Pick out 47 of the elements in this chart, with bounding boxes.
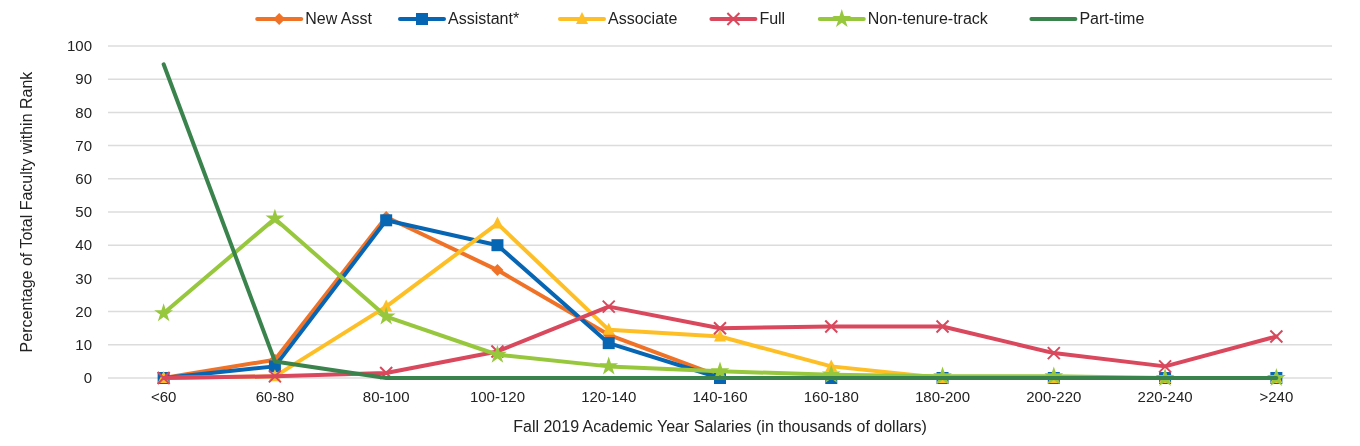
y-tick-label: 30 bbox=[75, 269, 92, 287]
x-tick-label: 120-140 bbox=[581, 388, 637, 405]
point bbox=[824, 319, 839, 334]
y-tick-label: 100 bbox=[66, 37, 92, 55]
point bbox=[599, 356, 619, 375]
legend-label: Non-tenure-track bbox=[867, 10, 989, 27]
x-tick-label: 140-160 bbox=[692, 388, 748, 405]
point bbox=[602, 322, 615, 335]
point bbox=[380, 214, 393, 227]
point bbox=[265, 208, 285, 227]
point bbox=[602, 337, 615, 350]
y-tick-label: 40 bbox=[75, 236, 92, 254]
y-tick-label: 10 bbox=[75, 336, 92, 354]
point bbox=[1269, 329, 1284, 344]
point bbox=[713, 321, 727, 336]
x-axis-title: Fall 2019 Academic Year Salaries (in thousands of dollars) bbox=[513, 418, 927, 435]
x-tick-label: <60 bbox=[150, 388, 177, 405]
y-tick-label: 0 bbox=[83, 369, 92, 387]
point bbox=[935, 319, 950, 334]
point bbox=[1046, 346, 1061, 361]
point bbox=[714, 329, 726, 342]
y-tick-label: 60 bbox=[75, 170, 92, 188]
y-tick-label: 50 bbox=[75, 203, 92, 221]
x-tick-label: 200-220 bbox=[1026, 388, 1082, 405]
point bbox=[376, 306, 396, 325]
legend-label: Associate bbox=[608, 10, 678, 27]
point bbox=[491, 264, 504, 277]
legend-label: Full bbox=[759, 10, 786, 27]
legend-label: Part-time bbox=[1079, 10, 1145, 27]
y-tick-label: 80 bbox=[75, 103, 92, 121]
y-tick-label: 90 bbox=[75, 70, 92, 88]
legend-label: Assistant* bbox=[448, 10, 520, 27]
x-tick-label: 220-240 bbox=[1137, 388, 1193, 405]
point bbox=[601, 299, 616, 314]
point bbox=[1158, 359, 1173, 374]
point bbox=[491, 239, 504, 252]
x-tick-label: >240 bbox=[1259, 388, 1294, 405]
x-tick-label: 100-120 bbox=[469, 388, 525, 405]
y-tick-label: 20 bbox=[75, 302, 92, 320]
legend-label: New Asst bbox=[305, 10, 373, 27]
x-tick-label: 60-80 bbox=[255, 388, 295, 405]
x-tick-label: 80-100 bbox=[362, 388, 410, 405]
x-tick-label: 180-200 bbox=[915, 388, 971, 405]
point bbox=[154, 303, 174, 322]
y-axis-title: Percentage of Total Faculty within Rank bbox=[18, 70, 35, 353]
y-tick-label: 70 bbox=[75, 136, 92, 154]
x-tick-label: 160-180 bbox=[803, 388, 859, 405]
